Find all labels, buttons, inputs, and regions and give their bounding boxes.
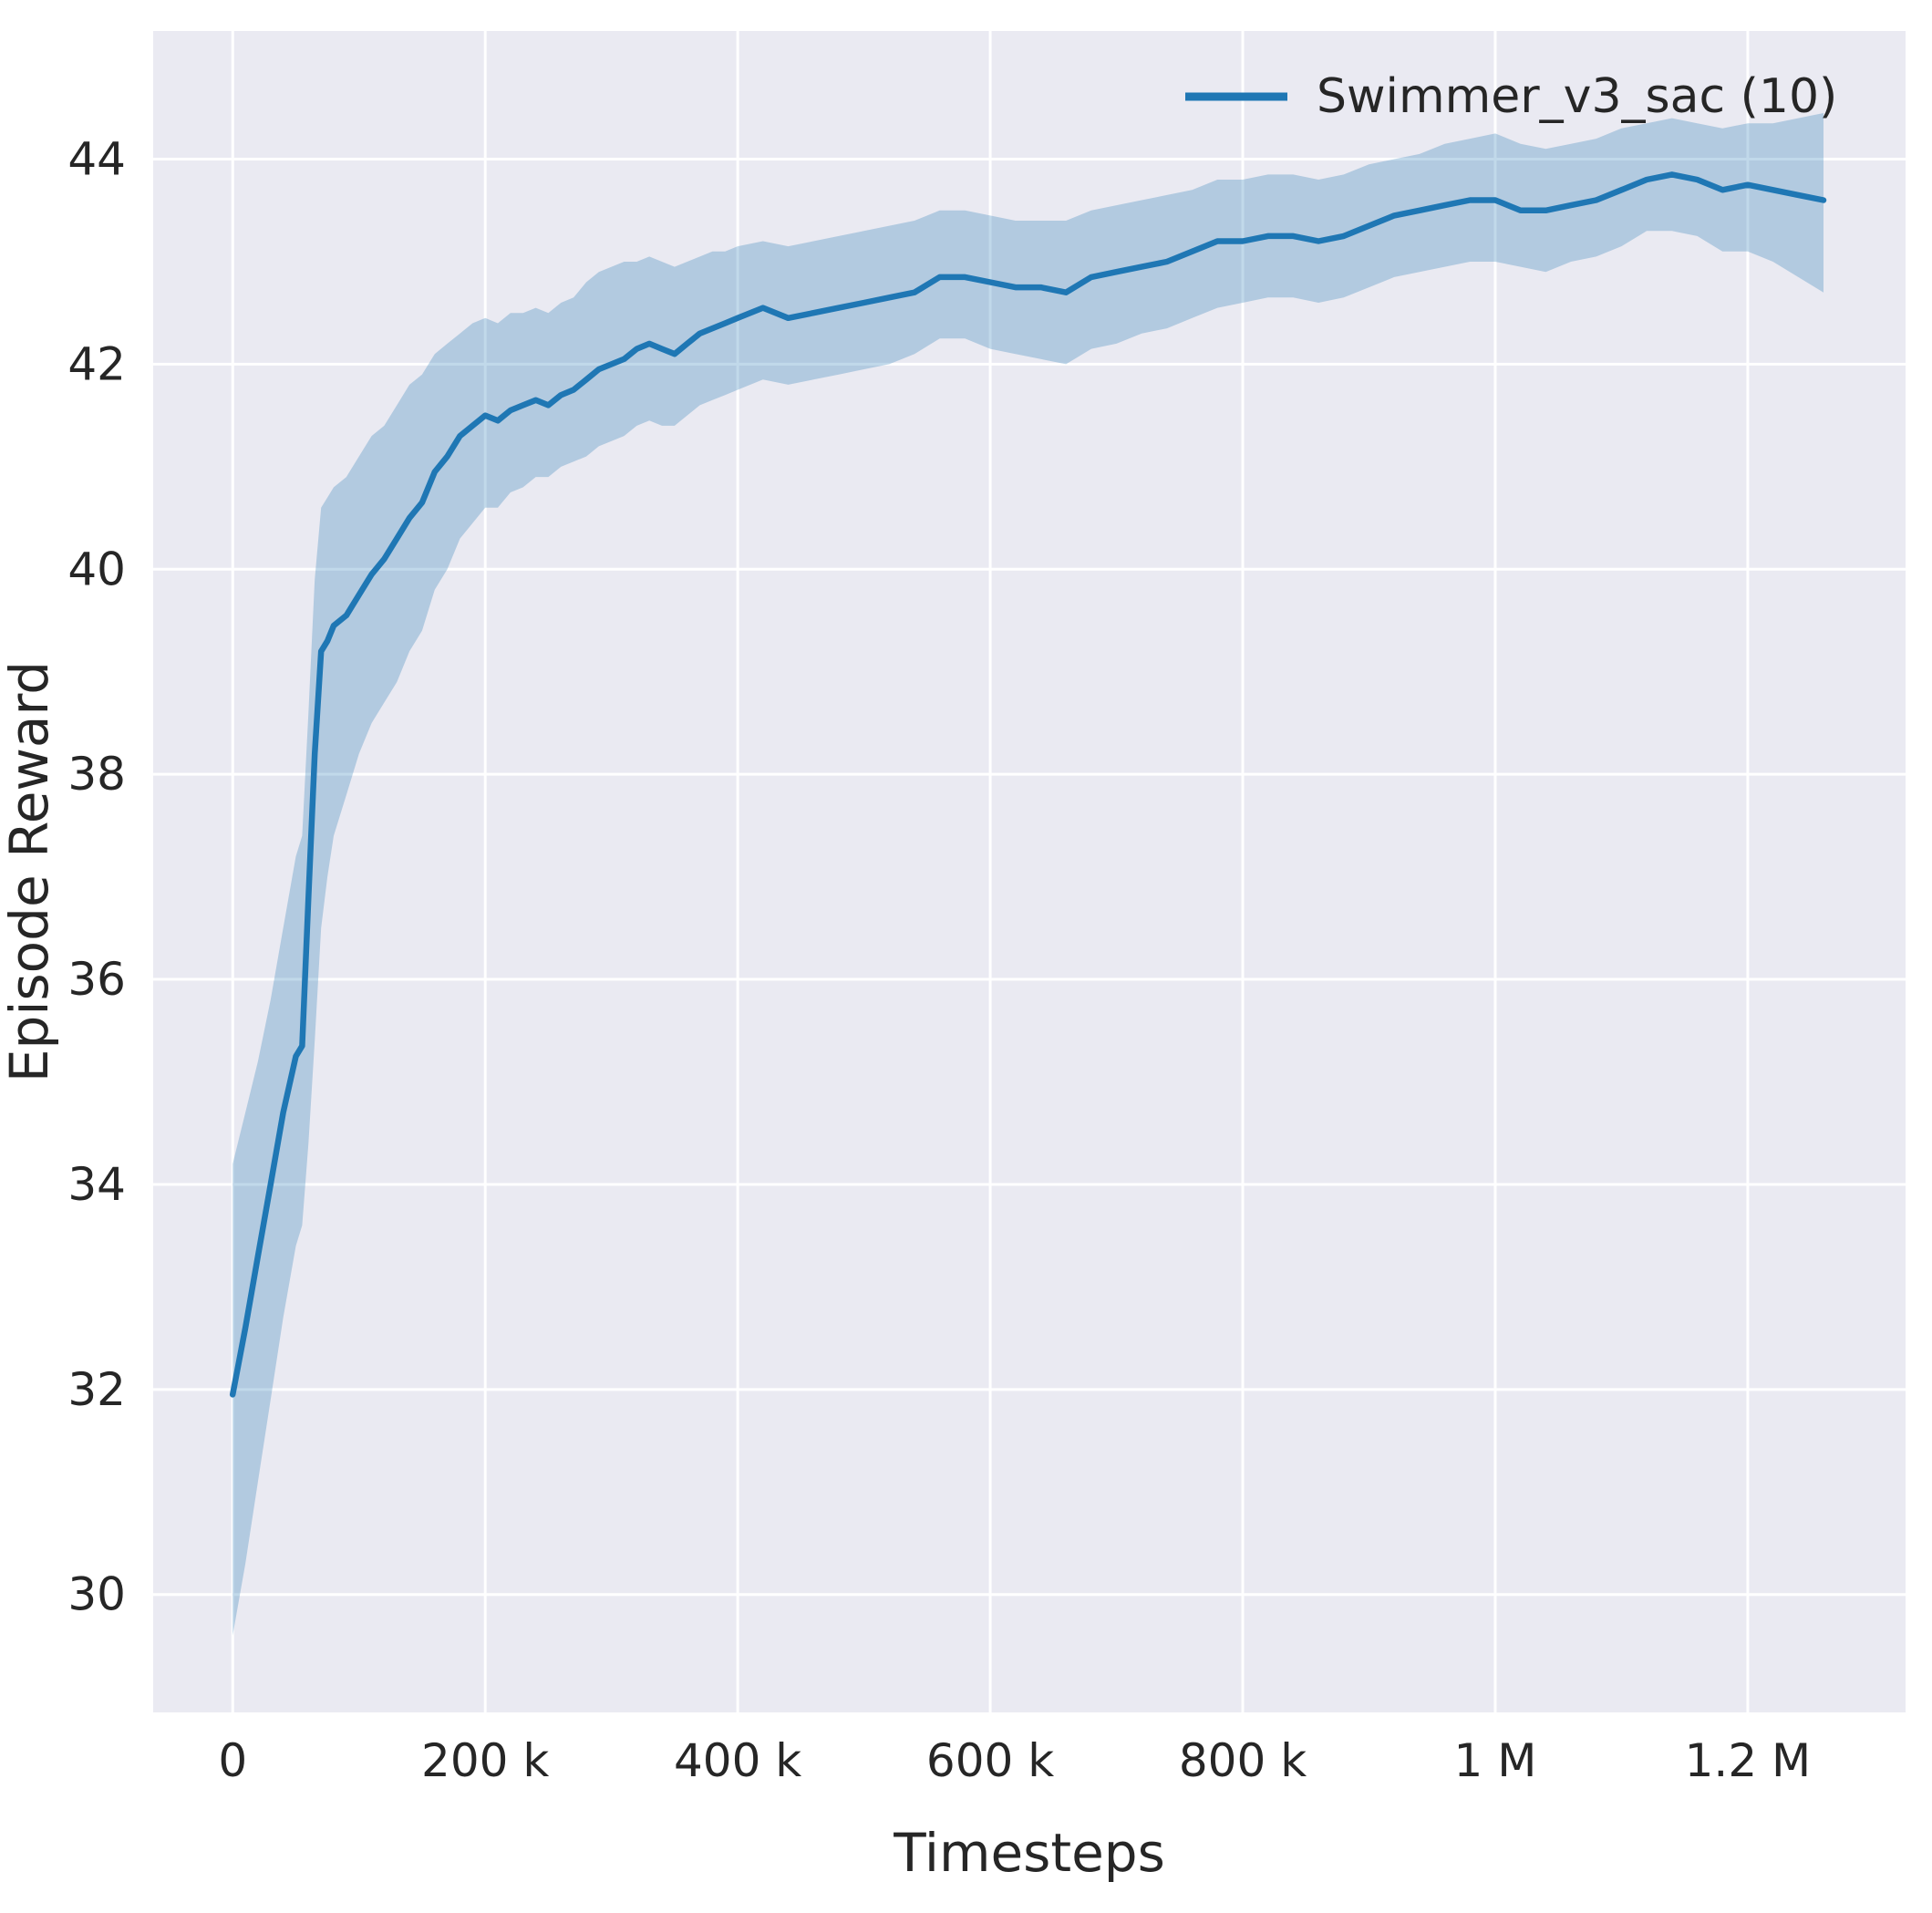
x-tick-label: 1.2 M: [1685, 1734, 1812, 1787]
y-axis-label: Episode Reward: [0, 661, 60, 1082]
legend-label: Swimmer_v3_sac (10): [1317, 69, 1837, 124]
y-tick-label: 32: [67, 1363, 126, 1416]
mean-line: [229, 171, 1827, 1398]
plot-area: 0 200 k 400 k 600 k 800 k 1 M 1.2 M 30 32 34 36 38 4…: [67, 31, 1906, 1787]
x-tick-label: 200 k: [421, 1734, 549, 1787]
y-tick-label: 44: [67, 133, 126, 186]
plot-background: [153, 31, 1906, 1712]
y-tick-label: 38: [67, 748, 126, 801]
x-tick-label: 600 k: [926, 1734, 1054, 1787]
y-tick-label: 40: [67, 543, 126, 595]
x-tick-label: 1 M: [1454, 1734, 1537, 1787]
x-tick-label: 400 k: [674, 1734, 801, 1787]
y-tick-label: 30: [67, 1568, 126, 1621]
y-tick-label: 36: [67, 953, 126, 1006]
legend: Swimmer_v3_sac (10): [1185, 69, 1837, 124]
y-tick-label: 34: [67, 1158, 126, 1211]
x-tick-label: 0: [218, 1734, 247, 1787]
y-tick-label: 42: [67, 337, 126, 390]
x-axis-label: Timesteps: [893, 1822, 1165, 1884]
x-tick-label: 800 k: [1179, 1734, 1307, 1787]
